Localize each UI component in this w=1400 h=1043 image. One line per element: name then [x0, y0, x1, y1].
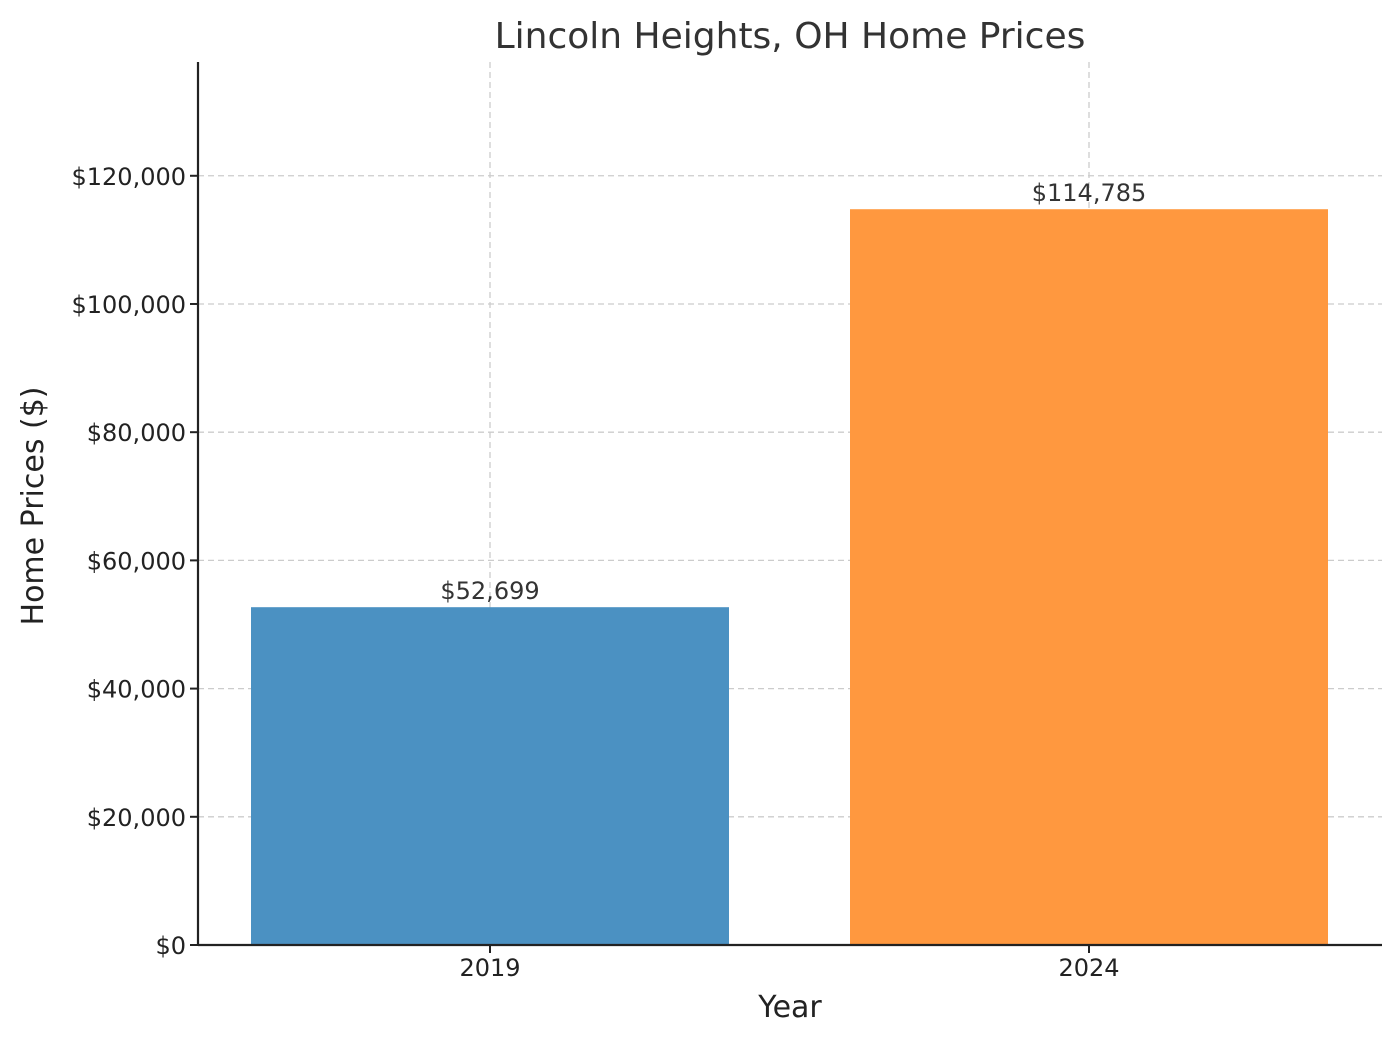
y-tick-label: $100,000: [71, 291, 186, 319]
bar-2024: [850, 209, 1328, 945]
bars: [251, 209, 1328, 945]
x-ticks: 2019 2024: [459, 945, 1120, 982]
y-tick-label: $60,000: [87, 547, 186, 575]
y-ticks: $0 $20,000 $40,000 $60,000 $80,000 $100,000 $1…: [71, 163, 198, 960]
axes: [196, 62, 1382, 947]
x-tick-label: 2024: [1058, 954, 1119, 982]
y-tick-label: $20,000: [87, 804, 186, 832]
x-tick-label: 2019: [459, 954, 520, 982]
data-labels: $52,699 $114,785: [440, 179, 1146, 605]
x-axis-label: Year: [757, 990, 822, 1025]
data-label-2024: $114,785: [1032, 179, 1147, 207]
y-tick-label: $120,000: [71, 163, 186, 191]
y-axis-label: Home Prices ($): [16, 387, 51, 626]
y-tick-label: $80,000: [87, 419, 186, 447]
bar-2019: [251, 607, 729, 945]
y-tick-label: $40,000: [87, 676, 186, 704]
data-label-2019: $52,699: [440, 577, 539, 605]
chart-title: Lincoln Heights, OH Home Prices: [495, 16, 1086, 57]
y-tick-label: $0: [155, 932, 186, 960]
